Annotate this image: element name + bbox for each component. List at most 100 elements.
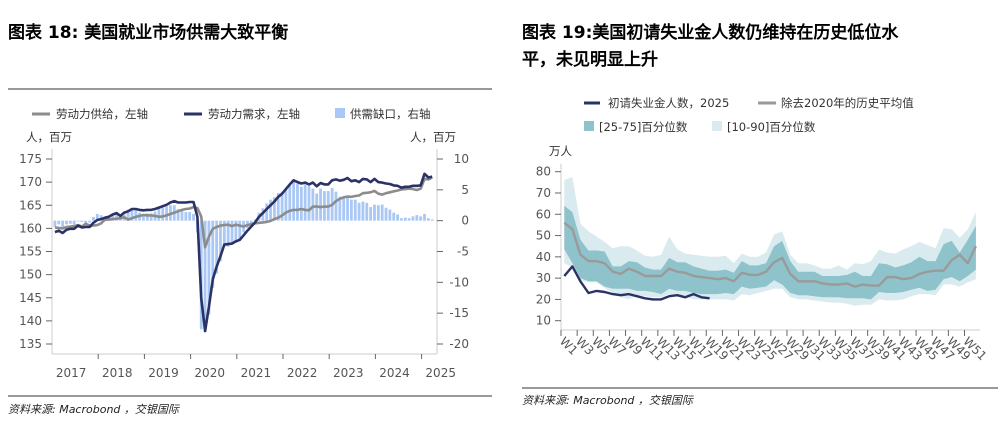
legend-swatch-band25-75 (584, 121, 594, 131)
left-plot-area: 175 170 165 160 155 150 145 140 135 10 5 0 -5 -10 -15 -… (19, 149, 469, 380)
x-tick-label: 2022 (287, 366, 318, 380)
gap-bar (365, 202, 369, 221)
gap-bar (407, 218, 411, 221)
gap-bar (184, 212, 188, 221)
gap-bar (142, 214, 145, 221)
gap-bar (349, 199, 353, 221)
right-chart: 图表 19:美国初请失业金人数仍维持在历史低位水 平，未见明显上升 初请失业金人… (522, 22, 998, 407)
right-source-note: 资料来源: Macrobond ，交银国际 (522, 394, 694, 407)
gap-bar (284, 189, 288, 221)
gap-bar (180, 210, 184, 221)
gap-bar (230, 220, 234, 245)
gap-bar (145, 213, 149, 221)
gap-bar (319, 188, 322, 221)
demand-line (54, 172, 433, 333)
gap-bar (357, 202, 361, 221)
gap-bar (165, 206, 168, 221)
gap-bar (353, 199, 357, 221)
gap-bar (253, 219, 257, 221)
right-y-tick-label: -10 (449, 275, 469, 289)
line-2025 (563, 265, 710, 301)
legend-label-2025: 初请失业金人数，2025 (608, 96, 729, 110)
y-tick-label: 40 (536, 250, 551, 264)
gap-bar (207, 220, 211, 315)
gap-bar (423, 213, 426, 221)
gap-bar (396, 214, 399, 221)
left-y-tick-label: 135 (19, 337, 42, 351)
gap-bar (288, 185, 292, 221)
x-tick-label: 2024 (379, 366, 410, 380)
gap-bar (68, 220, 72, 224)
gap-bar (299, 186, 303, 221)
y-tick-label: 80 (536, 165, 551, 179)
gap-bar (292, 181, 296, 221)
gap-bar (234, 220, 238, 243)
left-y-tick-label: 140 (19, 314, 42, 328)
gap-bar (430, 219, 434, 221)
right-y-tick-label: 0 (461, 214, 469, 228)
gap-bar (249, 220, 253, 224)
gap-bar (411, 216, 415, 221)
gap-bar (369, 207, 373, 221)
gap-bar (149, 213, 153, 221)
x-tick-label: 2017 (56, 366, 87, 380)
gap-bar (265, 203, 269, 221)
gap-bar (111, 214, 115, 221)
left-y-tick-label: 170 (19, 175, 42, 189)
y-tick-label: 60 (536, 207, 551, 221)
gap-bar (80, 220, 84, 222)
left-chart: 图表 18: 美国就业市场供需大致平衡 劳动力供给，左轴 劳动力需求，左轴 供需… (8, 22, 492, 416)
legend-swatch-gap (335, 108, 345, 118)
gap-bar (72, 220, 76, 225)
gap-bar (400, 218, 403, 221)
legend-label-demand: 劳动力需求，左轴 (208, 107, 300, 121)
right-chart-title-line1: 图表 19:美国初请失业金人数仍维持在历史低位水 (522, 22, 899, 43)
gap-bar (373, 204, 376, 221)
gap-bar (303, 184, 307, 221)
gap-bar (280, 191, 284, 221)
x-tick-label: 2023 (333, 366, 364, 380)
gap-bar (226, 220, 230, 247)
gap-bar (276, 192, 280, 221)
left-y-tick-label: 145 (19, 291, 42, 305)
gap-bar (222, 220, 226, 247)
left-y-tick-label: 160 (19, 221, 42, 235)
gap-bar (219, 220, 222, 262)
gap-bar (338, 196, 342, 221)
gap-bar (176, 208, 180, 221)
left-y-tick-label: 155 (19, 245, 42, 259)
gap-bar (203, 220, 207, 333)
left-y-tick-label: 150 (19, 268, 42, 282)
right-y-tick-label: 10 (454, 152, 469, 166)
gap-bar (415, 215, 419, 221)
gap-bar (376, 205, 380, 221)
x-tick-label: 2019 (148, 366, 179, 380)
gap-bar (161, 207, 165, 221)
gap-bar (134, 210, 138, 221)
gap-bar (65, 220, 68, 225)
right-plot-area: 8070605040302010W1W3W5W7W9W11W13W15W17W1… (536, 163, 989, 363)
y-tick-label: 20 (536, 292, 551, 306)
gap-bar (188, 212, 192, 221)
supply-line (54, 176, 433, 249)
gap-bar (88, 220, 91, 223)
gap-bar (211, 220, 215, 288)
gap-bar (426, 218, 430, 221)
gap-bar (76, 220, 80, 222)
y-tick-label: 70 (536, 186, 551, 200)
gap-bar (419, 216, 423, 221)
gap-bar (403, 217, 407, 221)
gap-bar (384, 207, 388, 221)
left-y-tick-label: 175 (19, 152, 42, 166)
gap-bar (361, 201, 365, 221)
legend-label-gap: 供需缺口，右轴 (350, 107, 431, 121)
gap-bar (95, 213, 99, 221)
band-25-75 (564, 205, 976, 300)
legend-label-band10-90: [10-90]百分位数 (727, 120, 816, 134)
gap-bar (192, 213, 195, 221)
legend-label-band25-75: [25-75]百分位数 (599, 120, 688, 134)
right-y-tick-label: -5 (457, 245, 469, 259)
right-y-tick-label: -15 (449, 306, 469, 320)
gap-bar (296, 183, 299, 221)
x-tick-label: 2018 (102, 366, 133, 380)
